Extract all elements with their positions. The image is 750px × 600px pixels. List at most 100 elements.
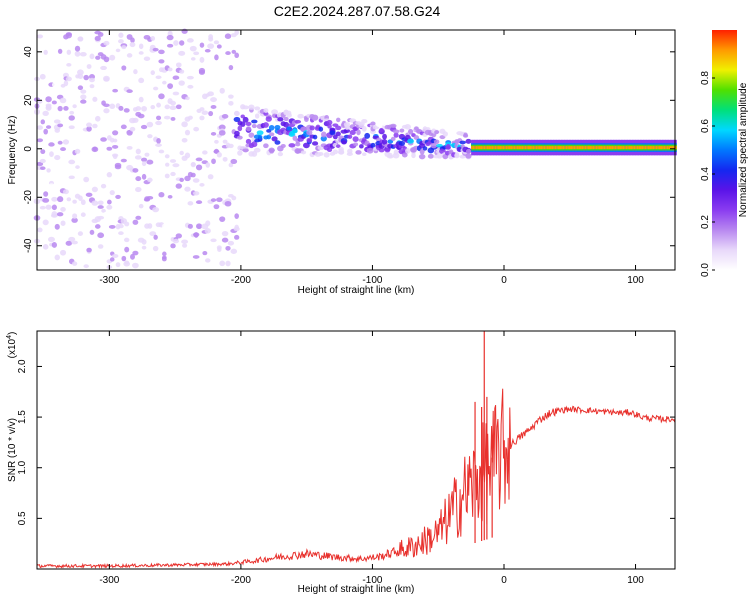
spectrogram-cell — [192, 255, 200, 259]
spectrogram-cell — [408, 128, 414, 135]
spectrogram-cell — [111, 144, 119, 149]
spectrogram-cell — [211, 158, 216, 165]
spectrogram-cell — [164, 154, 170, 159]
spectrogram-cell — [295, 142, 301, 147]
spectrogram-cell — [195, 200, 203, 205]
spectrogram-cell — [309, 125, 315, 131]
spectrogram-cell — [36, 138, 44, 143]
spectrogram-cell — [353, 126, 358, 132]
spectrogram-cell — [459, 140, 466, 145]
spectrogram-cell — [234, 213, 239, 219]
spectrogram-cell — [493, 146, 496, 150]
spectrogram-cell — [556, 146, 559, 150]
spectrogram-cell — [181, 239, 189, 244]
spectrogram-cell — [155, 143, 162, 147]
spectrogram-cell — [63, 106, 69, 111]
spectrogram-cell — [45, 204, 52, 210]
spectrogram-cell — [178, 50, 186, 56]
spectrogram-cell — [644, 146, 647, 150]
spectrogram-cell — [483, 146, 486, 150]
spectrogram-cell — [63, 80, 69, 87]
spectrogram-cell — [633, 146, 636, 150]
spectrogram-cell — [48, 236, 55, 243]
spectrogram-cell — [225, 245, 231, 251]
spectrogram-cell — [65, 76, 72, 82]
spectrogram-cell — [181, 28, 188, 34]
spectrogram-cell — [595, 146, 598, 150]
spectrogram-cell — [559, 146, 562, 150]
spectrogram-cell — [155, 75, 162, 80]
spectrogram-cell — [370, 121, 376, 126]
spectrogram-cell — [126, 145, 133, 150]
spectrogram-cell — [54, 33, 60, 39]
spectrogram-cell — [175, 183, 183, 189]
spectrogram-cell — [146, 121, 154, 128]
spectrogram-cell — [608, 146, 611, 150]
spectrogram-cell — [43, 49, 48, 55]
spectrogram-cell — [164, 104, 170, 110]
spectrogram-cell — [251, 119, 258, 124]
spectrogram-cell — [109, 257, 115, 262]
spectrogram-cell — [353, 142, 359, 147]
spectrogram-cell — [237, 150, 243, 156]
spectrogram-cell — [485, 146, 488, 150]
spectrogram-cell — [103, 56, 110, 63]
spectrogram-cell — [68, 159, 76, 165]
spectrogram-cell — [45, 125, 52, 129]
spectrogram-cell — [213, 148, 219, 154]
spectrogram-cell — [300, 150, 307, 155]
spectrogram-cell — [515, 146, 518, 150]
spectrogram-cell — [475, 146, 478, 150]
spectrogram-cell — [68, 125, 75, 130]
spectrogram-cell — [551, 146, 554, 150]
spectrogram-cell — [86, 64, 92, 70]
spectrogram-cell — [86, 247, 92, 253]
spectrogram-cell — [245, 126, 252, 132]
spectrogram-cell — [91, 186, 98, 193]
spectrogram-cell — [671, 146, 674, 150]
spectrogram-cell — [228, 162, 234, 168]
spectrogram-cell — [263, 111, 269, 116]
spectrogram-cell — [454, 153, 460, 159]
spectrogram-cell — [43, 128, 48, 135]
spectrogram-cell — [624, 146, 627, 150]
spectrogram-cell — [218, 124, 226, 130]
spectrogram-cell — [184, 152, 191, 159]
spectrogram-cell — [605, 146, 608, 150]
spectrogram-cell — [65, 32, 72, 37]
spectrogram-cell — [163, 115, 171, 120]
spectrogram-cell — [199, 115, 205, 121]
spectrogram-cell — [39, 158, 46, 164]
spectrogram-cell — [647, 146, 650, 150]
spectrogram-cell — [224, 200, 232, 207]
spectrogram-cell — [257, 134, 263, 139]
spectrogram-cell — [152, 245, 159, 252]
spectrogram-cell — [172, 150, 180, 155]
spectrogram-cell — [57, 123, 64, 128]
spectrogram-cell — [121, 45, 127, 50]
spectrogram-cell — [398, 140, 406, 146]
spectrogram-cell — [118, 32, 124, 38]
spectrogram-cell — [97, 200, 104, 206]
spectrogram-cell — [543, 146, 546, 150]
spectrogram-cell — [234, 52, 240, 59]
spectrogram-cell — [42, 198, 50, 203]
spectrogram-cell — [210, 132, 217, 136]
spectrogram-cell — [196, 223, 203, 230]
spectrogram-cell — [654, 146, 657, 150]
spectrogram-cell — [494, 146, 497, 150]
spectrogram-cell — [150, 104, 156, 110]
spectrogram-cell — [126, 89, 133, 94]
spectrogram-cell — [649, 146, 652, 150]
spectrogram-cells — [33, 28, 677, 269]
spectrogram-y-tick-label: 40 — [23, 46, 34, 58]
spectrogram-cell — [85, 192, 93, 197]
spectrogram-cell — [335, 125, 342, 131]
spectrogram-cell — [156, 102, 161, 108]
spectrogram-cell — [598, 146, 602, 150]
spectrogram-cell — [534, 146, 537, 150]
spectrogram-cell — [413, 135, 420, 141]
spectrogram-cell — [175, 104, 182, 110]
spectrogram-cell — [636, 146, 639, 150]
